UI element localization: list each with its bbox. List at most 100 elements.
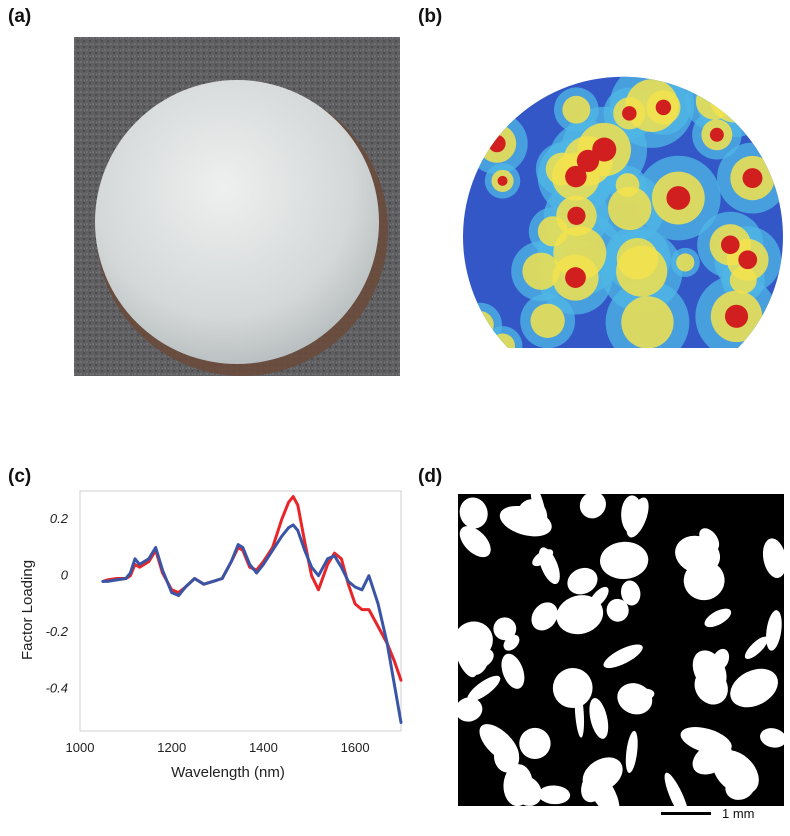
- panel-label-c: (c): [8, 466, 32, 487]
- binary-blob: [586, 769, 620, 806]
- binary-blob: [579, 494, 606, 519]
- panel-label-b: (b): [418, 6, 443, 27]
- heat-spot: [719, 76, 769, 107]
- binary-blob: [567, 567, 598, 595]
- heat-spot: [616, 245, 668, 297]
- binary-blob: [493, 617, 517, 641]
- binary-blob: [503, 634, 520, 651]
- heat-spot: [497, 175, 508, 186]
- binary-blob: [519, 727, 551, 760]
- binary-blob: [552, 667, 593, 709]
- heat-spot: [607, 186, 652, 231]
- binary-blob: [503, 764, 533, 806]
- heat-spot: [537, 216, 568, 247]
- heat-spot: [724, 304, 749, 328]
- heat-spot: [695, 83, 733, 120]
- scale-bar: [661, 812, 711, 815]
- binary-blob: [531, 602, 558, 631]
- panel-label-d: (d): [418, 466, 443, 487]
- binary-blob: [694, 669, 728, 705]
- binary-blob: [606, 598, 629, 622]
- binary-blob: [459, 526, 491, 558]
- y-tick-label: 0.2: [50, 511, 69, 526]
- heat-spot: [530, 303, 565, 338]
- binary-blob: [712, 648, 730, 671]
- heat-spot: [592, 137, 617, 162]
- plot-frame: [79, 490, 402, 732]
- x-tick-label: 1200: [157, 740, 186, 755]
- binary-blob: [501, 653, 525, 689]
- heat-spot: [565, 165, 587, 188]
- series-lines: [101, 495, 403, 724]
- binary-blob: [725, 774, 755, 800]
- panel-label-a: (a): [8, 6, 32, 27]
- heat-spot: [736, 76, 751, 90]
- x-axis-title: Wavelength (nm): [171, 764, 285, 781]
- heat-spot: [565, 267, 586, 288]
- y-axis-title: Factor Loading: [19, 560, 36, 660]
- heat-spot: [625, 79, 679, 133]
- x-axis-ticks: 1000 1200 1400 1600: [66, 740, 370, 755]
- heat-spot: [466, 311, 494, 339]
- heat-spot: [622, 106, 637, 121]
- binary-blob: [699, 528, 720, 552]
- tablet-face: [95, 80, 379, 364]
- binary-blob: [760, 728, 784, 748]
- binary-blob: [664, 772, 690, 806]
- heat-spot: [522, 252, 560, 290]
- y-axis-ticks: 0.2 0 -0.2 -0.4: [46, 511, 69, 695]
- y-tick-label: -0.2: [46, 624, 69, 639]
- heat-spot: [562, 95, 591, 124]
- binary-blob: [556, 595, 604, 635]
- factor-loading-chart: 1000 1200 1400 1600 0.2 0 -0.2 -0.4 Wavelength…: [19, 490, 403, 781]
- x-tick-label: 1000: [66, 740, 95, 755]
- heat-spot: [710, 76, 759, 123]
- heat-spot: [553, 226, 607, 280]
- binary-blob: [701, 566, 722, 586]
- heat-spot: [473, 318, 487, 332]
- tablet-photo: [74, 37, 400, 376]
- binary-blob: [458, 697, 483, 722]
- heatmap-cells: [463, 76, 784, 348]
- binary-blob: [704, 608, 732, 628]
- heat-spot: [709, 127, 724, 142]
- binary-blob: [621, 580, 641, 606]
- heat-spot: [621, 296, 674, 348]
- binary-blob: [459, 497, 488, 529]
- y-tick-label: 0: [61, 568, 69, 583]
- binary-blob: [599, 541, 649, 580]
- y-tick-label: -0.4: [46, 681, 68, 696]
- binary-blob: [538, 547, 560, 585]
- binary-blob: [538, 785, 571, 805]
- x-tick-label: 1400: [249, 740, 278, 755]
- heat-spot: [576, 149, 600, 173]
- binary-blob: [458, 621, 493, 660]
- binary-blob: [625, 730, 638, 774]
- binary-blob: [766, 610, 782, 651]
- heat-spot: [567, 206, 586, 225]
- heat-spot: [676, 253, 695, 272]
- heat-spot: [742, 168, 763, 189]
- heat-spot: [463, 302, 503, 347]
- heat-spot: [655, 99, 672, 116]
- heat-spot: [729, 266, 757, 294]
- binary-threshold-image: [458, 494, 784, 806]
- binary-blobs: [458, 494, 784, 806]
- binary-blob: [467, 675, 501, 702]
- binary-blob: [589, 697, 609, 739]
- binary-blob: [516, 499, 548, 534]
- heat-spot: [488, 134, 506, 153]
- binary-blob: [730, 668, 778, 708]
- heat-spot: [666, 186, 691, 210]
- binary-blob: [762, 538, 784, 578]
- binary-blob: [617, 683, 653, 715]
- binary-blob: [494, 742, 520, 773]
- chemical-image-heatmap: [463, 76, 784, 348]
- binary-blob: [680, 727, 732, 754]
- binary-blob: [626, 497, 649, 538]
- x-tick-label: 1600: [341, 740, 370, 755]
- binary-blob: [603, 644, 643, 669]
- series-line-2: [101, 523, 403, 724]
- binary-blob: [744, 636, 768, 660]
- heat-spot: [728, 76, 759, 98]
